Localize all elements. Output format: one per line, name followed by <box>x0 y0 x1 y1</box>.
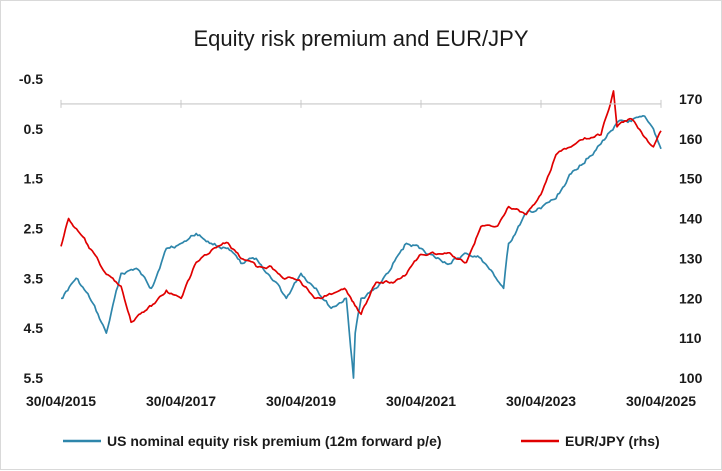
x-tick-label: 30/04/2019 <box>266 393 336 409</box>
y-left-tick-label: 3.5 <box>24 270 44 286</box>
y-right-tick-label: 120 <box>679 290 703 306</box>
chart-title: Equity risk premium and EUR/JPY <box>194 26 529 51</box>
axes: -0.5 0.5 1.5 2.5 3.5 4.5 5.5 170 160 150 140 130 120… <box>19 71 703 409</box>
y-left-tick-label: 0.5 <box>24 121 44 137</box>
x-tick-label: 30/04/2017 <box>146 393 216 409</box>
x-tick-label: 30/04/2025 <box>626 393 696 409</box>
y-right-tick-label: 130 <box>679 250 703 266</box>
y-right-tick-label: 110 <box>679 330 702 346</box>
y-left-tick-label: 2.5 <box>24 221 44 237</box>
y-left-tick-label: 5.5 <box>24 370 44 386</box>
series-line-erp <box>61 114 662 379</box>
legend-item-eurjpy-label: EUR/JPY (rhs) <box>565 433 660 449</box>
y-right-tick-label: 160 <box>679 131 703 147</box>
y-right-tick-label: 100 <box>679 370 703 386</box>
y-left-tick-label: -0.5 <box>19 71 43 87</box>
x-tick-label: 30/04/2015 <box>26 393 96 409</box>
series-line-eurjpy <box>60 90 662 324</box>
legend-item-erp-label: US nominal equity risk premium (12m forw… <box>107 433 442 449</box>
plot-area <box>60 90 662 379</box>
y-left-tick-label: 4.5 <box>24 320 44 336</box>
y-left-tick-label: 1.5 <box>24 171 44 187</box>
x-tick-label: 30/04/2021 <box>386 393 456 409</box>
y-right-tick-label: 170 <box>679 91 703 107</box>
x-tick-label: 30/04/2023 <box>506 393 576 409</box>
legend: US nominal equity risk premium (12m forw… <box>63 433 660 449</box>
y-right-tick-label: 140 <box>679 211 703 227</box>
y-right-tick-label: 150 <box>679 171 703 187</box>
